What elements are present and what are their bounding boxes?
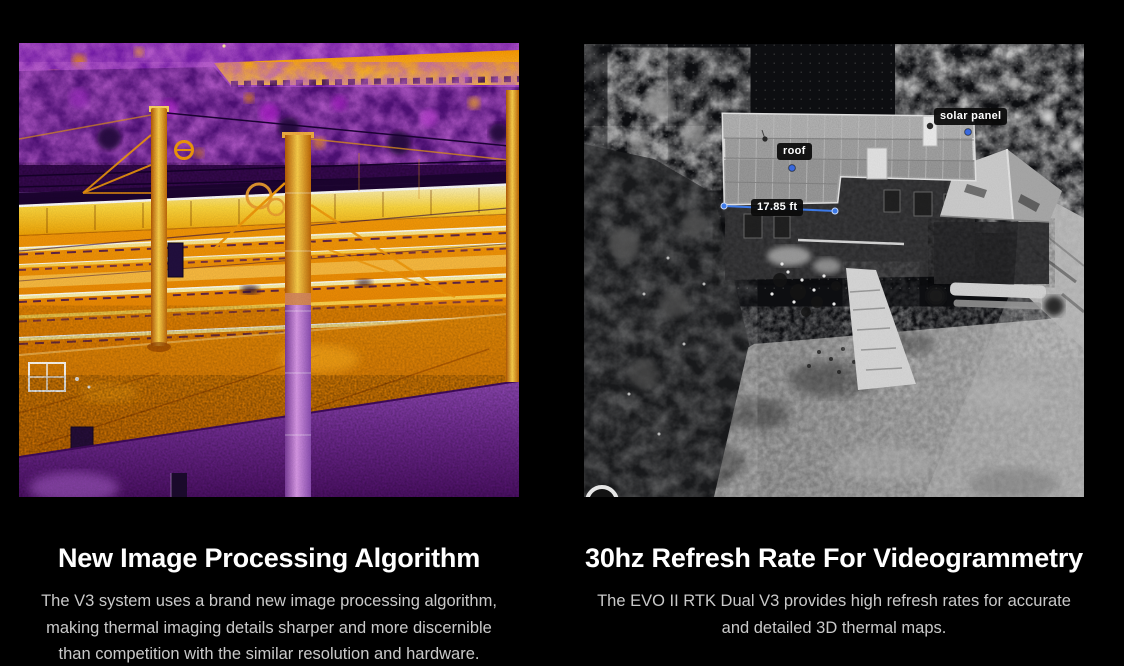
roof-label-chip: roof <box>777 143 812 160</box>
thermal-image <box>19 43 519 497</box>
feature-title-thermal: New Image Processing Algorithm <box>57 543 481 573</box>
feature-description-videogrammetry: The EVO II RTK Dual V3 provides high ref… <box>584 588 1084 641</box>
description-line: and detailed 3D thermal maps. <box>721 618 947 637</box>
solar-panel-label-chip: solar panel <box>934 108 1008 125</box>
description-line: The EVO II RTK Dual V3 provides high ref… <box>597 592 1071 610</box>
feature-videogrammetry: roof solar panel 17.85 ft 30hz Refresh R… <box>584 44 1084 641</box>
cloud-grain-overlay <box>584 44 1084 497</box>
thermal-grain-overlay <box>19 43 519 497</box>
thermal-railway-illustration <box>19 43 519 497</box>
feature-thermal: New Image Processing Algorithm The V3 sy… <box>19 43 519 666</box>
measurement-label-chip: 17.85 ft <box>751 199 804 216</box>
description-line: than competition with the similar resolu… <box>58 645 480 663</box>
description-line: The V3 system uses a brand new image pro… <box>41 592 497 610</box>
feature-title-videogrammetry: 30hz Refresh Rate For Videogrammetry <box>585 543 1083 573</box>
feature-description-thermal: The V3 system uses a brand new image pro… <box>19 588 519 666</box>
description-line: making thermal imaging details sharper a… <box>46 618 492 637</box>
point-cloud-house-illustration <box>584 44 1084 497</box>
point-cloud-image: roof solar panel 17.85 ft <box>584 44 1084 497</box>
